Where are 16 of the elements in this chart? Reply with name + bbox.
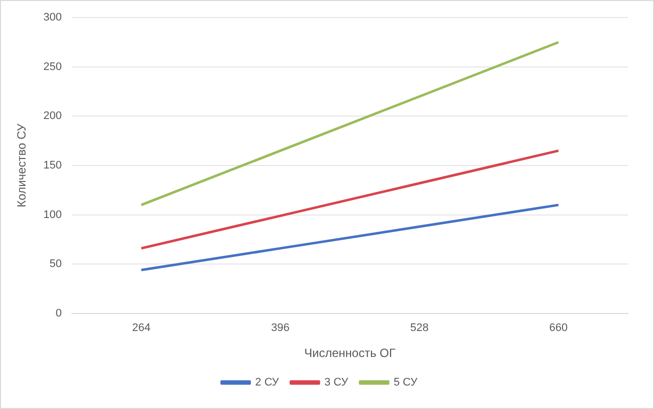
legend-label: 5 СУ (394, 376, 418, 389)
x-tick-label: 396 (271, 322, 290, 334)
y-tick-label: 0 (56, 307, 62, 320)
y-tick-label: 250 (43, 60, 62, 73)
legend-label: 2 СУ (255, 376, 280, 389)
x-tick-label: 264 (132, 322, 150, 334)
y-tick-label: 200 (43, 110, 62, 122)
legend-label: 3 СУ (324, 376, 350, 389)
y-tick-label: 150 (43, 160, 62, 172)
x-axis-title: Численность ОГ (304, 346, 396, 360)
x-tick-label: 660 (549, 322, 568, 334)
y-tick-label: 50 (50, 258, 62, 270)
y-axis-title: Количество СУ (14, 123, 29, 208)
x-tick-label: 528 (410, 322, 429, 334)
y-tick-label: 100 (43, 208, 62, 221)
y-tick-label: 300 (43, 12, 62, 24)
